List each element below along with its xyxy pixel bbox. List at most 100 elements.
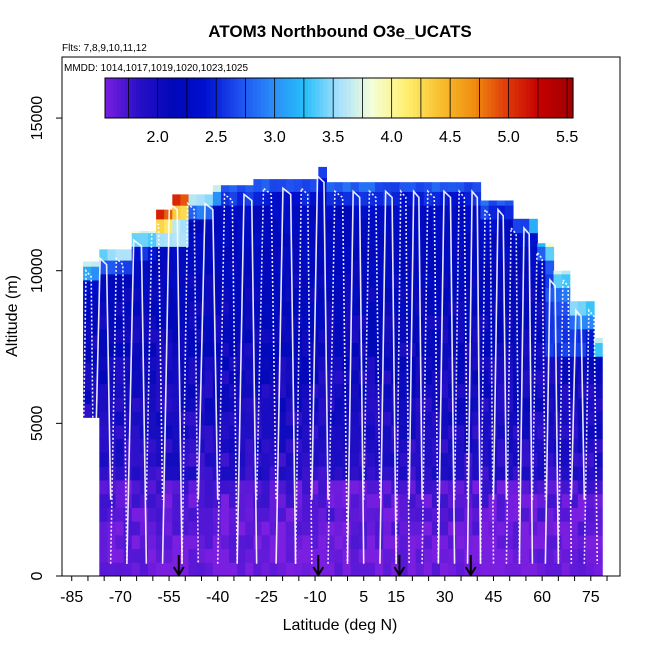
heatmap-cell — [212, 411, 222, 426]
heatmap-cell — [496, 479, 506, 495]
heatmap-cell — [399, 205, 409, 220]
heatmap-cell — [521, 260, 530, 275]
heatmap-cell — [358, 182, 368, 192]
heatmap-cell — [83, 334, 92, 350]
heatmap-cell — [212, 273, 222, 289]
colorbar-segment — [342, 78, 348, 118]
colorbar-segment — [354, 78, 360, 118]
heatmap-cell — [383, 273, 392, 289]
heatmap-cell — [123, 548, 133, 563]
heatmap-cell — [253, 383, 263, 399]
heatmap-cell — [147, 231, 157, 234]
profile-arrow-head — [312, 566, 325, 577]
heatmap-cell — [553, 273, 563, 289]
heatmap-cell — [529, 301, 538, 316]
heatmap-cell — [318, 342, 328, 357]
heatmap-cell — [302, 521, 311, 536]
heatmap-cell — [237, 507, 246, 522]
y-tick-label: 10000 — [29, 248, 46, 293]
heatmap-cell — [131, 328, 141, 344]
heatmap-cell — [107, 438, 117, 453]
heatmap-cell — [448, 438, 457, 453]
heatmap-cell — [188, 452, 198, 467]
heatmap-cell — [164, 562, 173, 576]
colorbar-segment — [132, 78, 137, 118]
heatmap-cell — [131, 452, 141, 467]
heatmap-cell — [594, 452, 603, 467]
heatmap-cell — [488, 356, 498, 371]
heatmap-cell — [220, 424, 230, 440]
heatmap-cell — [537, 287, 546, 302]
heatmap-cell — [269, 562, 279, 576]
heatmap-cell — [423, 438, 433, 453]
heatmap-cell — [342, 260, 352, 275]
heatmap-cell — [115, 452, 125, 467]
heatmap-cell — [366, 521, 376, 536]
heatmap-cell — [407, 383, 417, 399]
heatmap-cell — [537, 342, 546, 357]
heatmap-cell — [399, 479, 409, 495]
heatmap-cell — [407, 479, 417, 495]
heatmap-cell — [334, 205, 344, 220]
heatmap-cell — [585, 411, 595, 426]
heatmap-cell — [423, 182, 433, 192]
heatmap-cell — [488, 342, 498, 357]
colorbar-segment — [549, 78, 555, 118]
heatmap-cell — [115, 273, 125, 289]
heatmap-cell — [399, 493, 409, 508]
heatmap-cell — [423, 397, 433, 412]
heatmap-cell — [326, 287, 336, 302]
heatmap-cell — [172, 479, 182, 495]
heatmap-cell — [139, 479, 149, 495]
heatmap-cell — [391, 356, 400, 371]
heatmap-cell — [253, 356, 263, 371]
heatmap-cell — [156, 521, 165, 536]
heatmap-cell — [237, 452, 246, 467]
heatmap-cell — [293, 342, 303, 357]
heatmap-cell — [366, 424, 376, 440]
colorbar-segment — [502, 78, 508, 118]
heatmap-cell — [585, 507, 595, 522]
heatmap-cell — [245, 397, 255, 412]
heatmap-cell — [366, 411, 376, 426]
heatmap-cell — [480, 205, 490, 220]
heatmap-cell — [91, 348, 100, 363]
heatmap-cell — [188, 397, 198, 412]
heatmap-cell — [375, 479, 384, 495]
heatmap-cell — [545, 369, 555, 385]
heatmap-cell — [545, 383, 555, 399]
colorbar-segment — [241, 78, 246, 118]
heatmap-cell — [204, 479, 214, 495]
heatmap-cell — [415, 218, 425, 234]
heatmap-cell — [553, 356, 563, 371]
heatmap-cell — [115, 383, 125, 399]
heatmap-cell — [569, 301, 579, 316]
colorbar-segment — [405, 78, 410, 118]
colorbar-segment — [284, 78, 289, 118]
heatmap-cell — [139, 287, 149, 302]
heatmap-cell — [164, 548, 173, 563]
heatmap-cell — [439, 411, 449, 426]
heatmap-cell — [334, 182, 344, 192]
heatmap-cell — [277, 493, 287, 508]
heatmap-cell — [375, 287, 384, 302]
heatmap-cell — [237, 369, 246, 385]
heatmap-cell — [131, 424, 141, 440]
heatmap-cell — [375, 218, 384, 234]
heatmap-cell — [553, 383, 563, 399]
profile-arrows — [172, 555, 477, 577]
y-axis-label: Altitude (m) — [4, 275, 21, 357]
heatmap-cell — [147, 548, 157, 563]
colorbar-segment — [237, 78, 243, 118]
heatmap-cell — [123, 273, 133, 289]
heatmap-cell — [204, 301, 214, 316]
heatmap-cell — [180, 466, 190, 481]
heatmap-cell — [375, 411, 384, 426]
heatmap-cell — [342, 397, 352, 412]
heatmap-cell — [407, 424, 417, 440]
heatmap-cell — [448, 232, 457, 247]
heatmap-cell — [375, 328, 384, 344]
heatmap-cell — [415, 466, 425, 481]
heatmap-cell — [488, 260, 498, 275]
heatmap-cell — [172, 314, 182, 330]
